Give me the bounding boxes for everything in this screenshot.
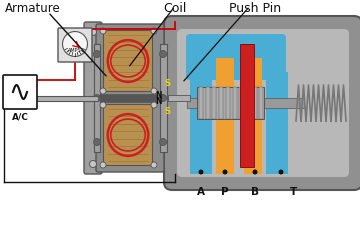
Bar xyxy=(266,72,288,162)
Bar xyxy=(30,96,98,101)
Text: AMPS: AMPS xyxy=(68,48,82,53)
Bar xyxy=(253,87,257,119)
FancyBboxPatch shape xyxy=(104,104,153,166)
Circle shape xyxy=(279,169,284,174)
Bar xyxy=(190,156,212,174)
Circle shape xyxy=(159,95,166,102)
Text: S: S xyxy=(164,79,170,89)
Circle shape xyxy=(94,50,100,58)
Circle shape xyxy=(159,138,166,145)
Circle shape xyxy=(90,161,96,168)
FancyBboxPatch shape xyxy=(186,34,286,80)
FancyBboxPatch shape xyxy=(96,24,164,98)
Text: S: S xyxy=(164,108,170,116)
Text: N: N xyxy=(155,96,161,106)
Circle shape xyxy=(100,28,106,34)
Text: P: P xyxy=(221,187,229,197)
Text: B: B xyxy=(251,187,259,197)
Circle shape xyxy=(198,169,203,174)
Circle shape xyxy=(100,102,106,108)
FancyBboxPatch shape xyxy=(104,30,153,91)
Circle shape xyxy=(90,29,96,36)
Circle shape xyxy=(222,169,228,174)
Bar xyxy=(197,87,264,119)
Circle shape xyxy=(252,169,257,174)
Bar xyxy=(212,87,216,119)
Text: Push Pin: Push Pin xyxy=(229,2,281,15)
Text: A/C: A/C xyxy=(12,112,28,121)
Bar xyxy=(219,87,223,119)
Bar xyxy=(216,58,234,174)
Circle shape xyxy=(94,138,100,145)
Circle shape xyxy=(151,102,157,108)
Bar xyxy=(226,87,230,119)
Bar xyxy=(259,87,263,119)
Bar xyxy=(240,44,254,167)
FancyBboxPatch shape xyxy=(177,29,349,177)
Circle shape xyxy=(63,31,87,56)
Bar xyxy=(100,94,156,102)
Bar xyxy=(190,72,212,162)
FancyBboxPatch shape xyxy=(3,75,37,109)
Bar xyxy=(199,87,203,119)
FancyBboxPatch shape xyxy=(58,28,92,62)
FancyBboxPatch shape xyxy=(96,98,164,172)
Bar xyxy=(266,156,288,174)
Circle shape xyxy=(159,50,166,58)
Circle shape xyxy=(27,96,33,102)
Text: Coil: Coil xyxy=(163,2,187,15)
Bar xyxy=(239,87,243,119)
Circle shape xyxy=(151,88,157,94)
Bar xyxy=(206,87,210,119)
Bar xyxy=(94,44,100,152)
Bar xyxy=(246,87,250,119)
Bar xyxy=(168,95,190,101)
Text: A: A xyxy=(197,187,205,197)
Text: T: T xyxy=(291,187,298,197)
FancyBboxPatch shape xyxy=(164,16,360,190)
Bar xyxy=(244,58,262,174)
Circle shape xyxy=(151,162,157,168)
Circle shape xyxy=(100,88,106,94)
FancyBboxPatch shape xyxy=(84,22,102,174)
Circle shape xyxy=(151,28,157,34)
Text: N: N xyxy=(155,90,161,100)
Text: Armature: Armature xyxy=(5,2,61,15)
Circle shape xyxy=(100,162,106,168)
Bar xyxy=(233,87,237,119)
Circle shape xyxy=(94,95,100,102)
Bar xyxy=(160,44,167,152)
Bar xyxy=(187,98,304,108)
